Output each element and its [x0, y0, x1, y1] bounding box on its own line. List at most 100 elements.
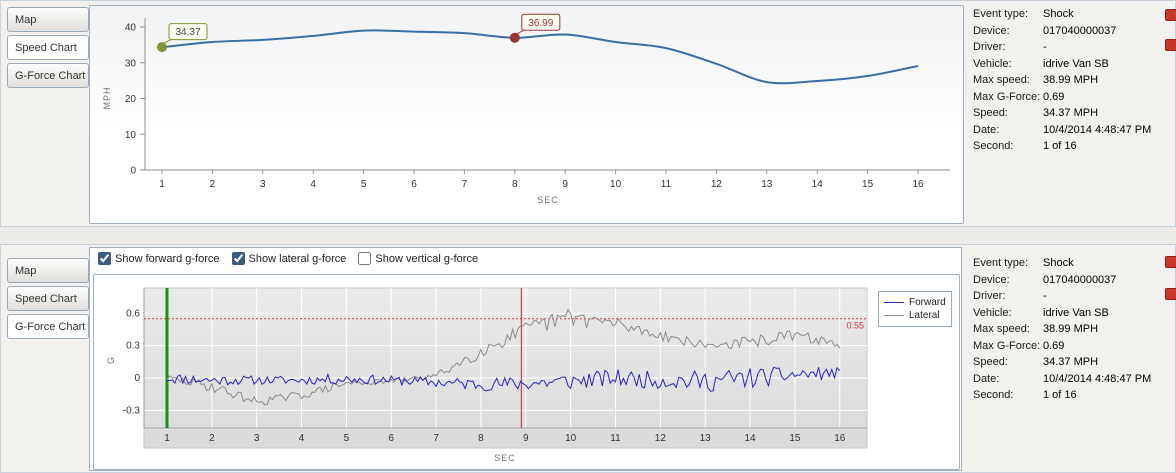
svg-text:12: 12: [655, 433, 667, 444]
svg-text:16: 16: [834, 433, 846, 444]
svg-text:9: 9: [523, 433, 529, 444]
svg-text:20: 20: [125, 94, 137, 105]
detail-label: Driver:: [973, 290, 1006, 302]
svg-text:34.37: 34.37: [175, 27, 200, 38]
tab-speed-chart[interactable]: Speed Chart: [7, 35, 89, 60]
svg-text:7: 7: [433, 433, 439, 444]
legend-item-lateral: Lateral: [884, 310, 946, 321]
detail-row: Max speed: 38.99 MPH: [973, 323, 1169, 336]
detail-row: Event type: Shock: [973, 257, 1169, 270]
svg-text:12: 12: [711, 179, 723, 190]
svg-text:8: 8: [512, 179, 518, 190]
svg-text:2: 2: [209, 433, 215, 444]
show-forward-gforce-input[interactable]: [98, 252, 111, 265]
detail-value: 38.99 MPH: [1043, 323, 1099, 335]
svg-text:10: 10: [610, 179, 622, 190]
detail-row: Vehicle: idrive Van SB: [973, 306, 1169, 320]
detail-row: Driver: -: [973, 290, 1169, 303]
tab-map[interactable]: Map: [7, 258, 89, 283]
tab-g-force-chart-label: G-Force Chart: [15, 320, 86, 333]
chart-legend: Forward Lateral: [878, 291, 952, 327]
svg-text:15: 15: [862, 179, 874, 190]
detail-label: Max G-Force:: [973, 339, 1041, 352]
svg-text:14: 14: [744, 433, 756, 444]
svg-text:10: 10: [565, 433, 577, 444]
show-vertical-gforce-input[interactable]: [358, 252, 372, 265]
show-lateral-gforce-input[interactable]: [231, 252, 245, 265]
detail-row: Max G-Force: 0.69: [973, 339, 1169, 353]
detail-value: 10/4/2014 4:48:47 PM: [1043, 123, 1152, 136]
detail-label: Speed:: [973, 107, 1008, 119]
detail-value: 1 of 16: [1043, 389, 1077, 401]
gforce-chart-canvas[interactable]: -0.300.30.61 2 3 4 5 6 7 8 9 10 11 12 13 14 15 16SECG0.…: [94, 275, 957, 467]
detail-label: Second:: [973, 140, 1014, 152]
red-marker-icon: [1165, 9, 1176, 21]
gforce-toggles: Show forward g-force Show lateral g-forc…: [98, 252, 478, 265]
svg-text:0.6: 0.6: [126, 308, 140, 319]
speed-tab-strip: Map Speed Chart G-Force Chart: [7, 7, 89, 91]
detail-label: Vehicle:: [973, 306, 1012, 319]
tab-g-force-chart[interactable]: G-Force Chart: [7, 314, 89, 339]
svg-text:0.55: 0.55: [846, 321, 864, 331]
detail-row: Second: 1 of 16: [973, 140, 1169, 153]
detail-value: 017040000037: [1043, 273, 1117, 286]
red-marker-icon: [1165, 288, 1176, 300]
svg-text:-0.3: -0.3: [123, 405, 141, 416]
tab-map-label: Map: [15, 13, 37, 26]
event-details-panel: Event type: Shock Device: 017040000037 Drive…: [973, 8, 1169, 158]
detail-label: Date:: [973, 123, 1000, 136]
speed-panel: Map Speed Chart G-Force Chart 0 10 20 30 40 1…: [0, 0, 1176, 227]
svg-text:10: 10: [125, 130, 137, 141]
detail-label: Second:: [973, 389, 1014, 401]
svg-text:SEC: SEC: [537, 195, 559, 205]
show-forward-gforce-checkbox[interactable]: Show forward g-force: [98, 252, 220, 265]
gforce-tab-strip: Map Speed Chart G-Force Chart: [7, 258, 89, 342]
tab-map[interactable]: Map: [7, 7, 89, 32]
tab-map-label: Map: [15, 264, 37, 277]
forward-line-swatch: [884, 302, 904, 303]
legend-lateral-label: Lateral: [909, 310, 940, 321]
show-lateral-gforce-checkbox[interactable]: Show lateral g-force: [231, 252, 347, 265]
svg-text:0.3: 0.3: [126, 341, 140, 352]
detail-row: Driver: -: [973, 41, 1169, 54]
svg-text:8: 8: [478, 433, 484, 444]
event-details-panel: Event type: Shock Device: 017040000037 Drive…: [973, 257, 1169, 407]
detail-value: 1 of 16: [1043, 140, 1077, 152]
detail-row: Vehicle: idrive Van SB: [973, 57, 1169, 71]
svg-text:3: 3: [254, 433, 260, 444]
detail-label: Date:: [973, 372, 1000, 385]
speed-chart-frame: 0 10 20 30 40 1 2 3 4 5 6 7 8 9 10 11 12 13 14 15 16 SEC MPH 34…: [89, 5, 964, 224]
detail-row: Date: 10/4/2014 4:48:47 PM: [973, 372, 1169, 386]
detail-row: Device: 017040000037: [973, 25, 1169, 38]
svg-text:11: 11: [610, 433, 621, 444]
legend-forward-label: Forward: [909, 297, 946, 308]
checkbox-label: Show lateral g-force: [248, 252, 347, 265]
detail-value: 38.99 MPH: [1043, 74, 1099, 86]
detail-label: Driver:: [973, 41, 1006, 53]
svg-text:1: 1: [164, 433, 170, 444]
svg-text:MPH: MPH: [102, 87, 112, 110]
svg-text:15: 15: [789, 433, 801, 444]
detail-label: Max G-Force:: [973, 90, 1041, 103]
detail-row: Device: 017040000037: [973, 273, 1169, 287]
svg-text:4: 4: [299, 433, 305, 444]
svg-text:5: 5: [344, 433, 350, 444]
detail-row: Max speed: 38.99 MPH: [973, 74, 1169, 87]
detail-value: 0.69: [1043, 339, 1065, 352]
show-vertical-gforce-checkbox[interactable]: Show vertical g-force: [358, 252, 478, 265]
red-marker-icon: [1165, 256, 1176, 268]
detail-value: 34.37 MPH: [1043, 356, 1099, 368]
detail-label: Vehicle:: [973, 57, 1012, 70]
tab-speed-chart-label: Speed Chart: [15, 41, 77, 54]
svg-text:40: 40: [125, 23, 137, 34]
tab-g-force-chart-label: G-Force Chart: [15, 69, 86, 82]
svg-text:0: 0: [130, 166, 136, 177]
detail-value: -: [1043, 41, 1047, 53]
tab-g-force-chart[interactable]: G-Force Chart: [7, 63, 89, 88]
svg-text:9: 9: [562, 179, 568, 190]
svg-text:13: 13: [761, 179, 773, 190]
svg-text:5: 5: [361, 179, 367, 190]
tab-speed-chart[interactable]: Speed Chart: [7, 286, 89, 311]
detail-label: Event type:: [973, 8, 1029, 20]
